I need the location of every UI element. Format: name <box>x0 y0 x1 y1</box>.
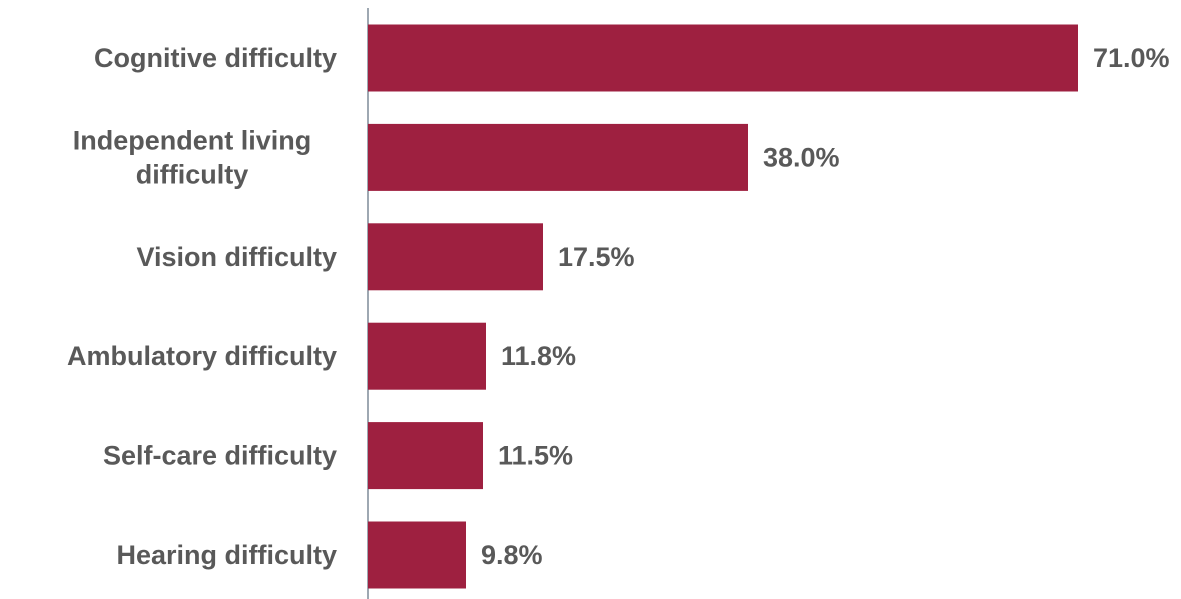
value-labels-group: 71.0% 38.0% 17.5% 11.8% 11.5% 9.8% <box>481 43 1170 570</box>
bar-1 <box>368 24 1078 92</box>
bar-3 <box>368 223 543 291</box>
value-label-2: 38.0% <box>763 142 840 172</box>
value-label-1: 71.0% <box>1093 43 1170 73</box>
category-label-line: difficulty <box>136 159 249 189</box>
category-label-4: Ambulatory difficulty <box>67 341 337 371</box>
category-labels-group: Cognitive difficulty Independent living di… <box>67 43 337 570</box>
value-label-3: 17.5% <box>558 242 635 272</box>
bar-2 <box>368 123 748 191</box>
value-label-4: 11.8% <box>501 341 576 371</box>
category-label-1: Cognitive difficulty <box>94 43 337 73</box>
category-label-2: Independent living difficulty <box>73 125 312 189</box>
value-label-6: 9.8% <box>481 540 543 570</box>
value-label-5: 11.5% <box>498 441 573 471</box>
category-label-3: Vision difficulty <box>136 242 337 272</box>
bar-5 <box>368 422 483 490</box>
bars-group <box>368 24 1078 589</box>
category-label-line: Independent living <box>73 125 312 155</box>
bar-4 <box>368 322 486 390</box>
category-label-6: Hearing difficulty <box>116 540 337 570</box>
category-label-5: Self-care difficulty <box>103 441 337 471</box>
bar-6 <box>368 521 466 589</box>
